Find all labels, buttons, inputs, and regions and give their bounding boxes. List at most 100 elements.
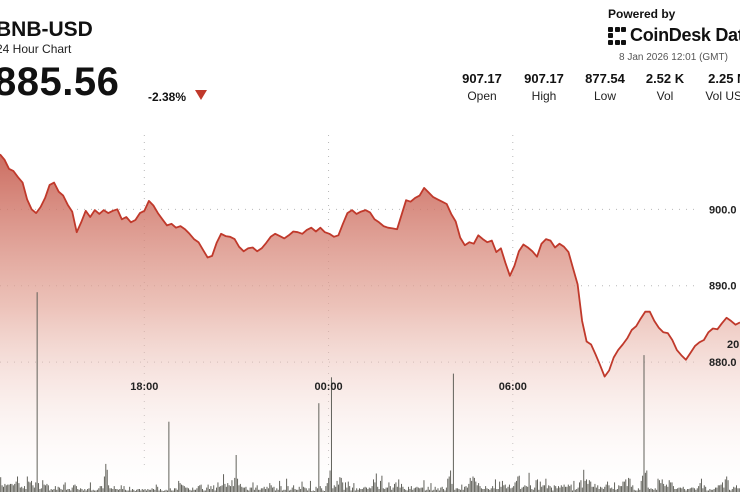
- volume-bar: [459, 489, 461, 492]
- volume-axis-label: 20: [727, 339, 739, 351]
- brand-logo: CoinDesk Data: [608, 25, 740, 46]
- volume-bar: [642, 475, 644, 492]
- volume-bar: [349, 486, 351, 492]
- volume-bar: [61, 489, 63, 492]
- x-tick-label: 06:00: [499, 381, 527, 393]
- volume-bar: [144, 489, 146, 492]
- volume-bar: [141, 489, 143, 492]
- volume-bar: [351, 487, 353, 492]
- volume-bar: [318, 403, 320, 492]
- volume-bar: [479, 486, 481, 492]
- volume-bar: [649, 489, 651, 492]
- volume-bar: [336, 480, 338, 492]
- volume-bar: [234, 477, 236, 492]
- stat-vol: 2.52 K Vol: [646, 71, 684, 103]
- volume-bar: [457, 488, 459, 492]
- volume-bar: [130, 490, 132, 492]
- volume-bar: [42, 480, 44, 492]
- volume-bar: [633, 489, 635, 492]
- powered-by-label: Powered by: [608, 7, 676, 21]
- volume-bar: [720, 484, 722, 492]
- volume-bar: [159, 489, 161, 492]
- volume-bar: [527, 486, 529, 492]
- volume-bar: [628, 477, 630, 492]
- volume-bar: [622, 481, 624, 492]
- volume-bar: [558, 486, 559, 492]
- volume-bar: [580, 480, 582, 492]
- volume-bar: [490, 488, 492, 492]
- volume-bar: [237, 478, 239, 492]
- volume-bar: [70, 490, 72, 492]
- volume-bar: [520, 489, 522, 492]
- volume-bar: [493, 488, 495, 492]
- volume-bar: [140, 490, 142, 492]
- volume-bar: [335, 486, 337, 492]
- volume-bar: [230, 486, 232, 492]
- volume-bar: [368, 487, 370, 492]
- volume-bar: [385, 487, 387, 492]
- volume-bar: [35, 482, 37, 492]
- volume-bar: [52, 489, 54, 492]
- volume-bar: [608, 485, 610, 492]
- volume-bar: [298, 486, 300, 492]
- volume-bar: [0, 477, 2, 492]
- stat-value: 2.25 M: [708, 71, 740, 86]
- volume-bar: [431, 490, 433, 492]
- volume-bar: [609, 488, 611, 492]
- volume-bar: [181, 484, 182, 492]
- volume-bar: [78, 489, 80, 492]
- volume-bar: [124, 489, 126, 492]
- volume-bar: [172, 490, 174, 492]
- volume-bar: [542, 485, 544, 492]
- volume-bar: [646, 470, 648, 492]
- volume-bar: [391, 489, 393, 492]
- volume-bar: [171, 490, 173, 492]
- volume-bar: [632, 485, 634, 492]
- volume-bar: [106, 469, 108, 492]
- volume-bar: [664, 486, 666, 492]
- volume-bar: [207, 484, 209, 492]
- volume-bar: [123, 486, 125, 492]
- volume-bar: [267, 488, 269, 492]
- volume-bar: [447, 478, 449, 492]
- volume-bar: [312, 490, 314, 492]
- volume-bar: [193, 489, 195, 492]
- volume-bar: [514, 482, 516, 492]
- volume-bar: [723, 487, 725, 492]
- volume-bar: [565, 486, 566, 492]
- volume-bar: [675, 489, 677, 492]
- volume-bar: [290, 489, 292, 492]
- volume-bar: [286, 478, 288, 492]
- volume-axis-ticks: 20: [727, 339, 739, 351]
- volume-bar: [126, 490, 128, 492]
- volume-bar: [74, 484, 76, 492]
- volume-bar: [590, 481, 592, 492]
- volume-bar: [712, 489, 714, 492]
- volume-bar: [517, 476, 519, 492]
- volume-bar: [342, 482, 344, 492]
- volume-bar: [657, 478, 659, 492]
- volume-bar: [563, 484, 565, 492]
- volume-bar: [378, 489, 380, 492]
- volume-bar: [374, 482, 376, 492]
- volume-bar: [573, 480, 575, 492]
- volume-bar: [77, 489, 79, 492]
- volume-bar: [423, 480, 425, 492]
- volume-bar: [356, 488, 358, 492]
- volume-bar: [66, 489, 68, 492]
- volume-bar: [437, 488, 439, 492]
- volume-bar: [504, 484, 506, 492]
- volume-bar: [510, 488, 512, 492]
- volume-bar: [730, 490, 732, 492]
- volume-bar: [206, 487, 208, 492]
- volume-bar: [525, 486, 527, 492]
- volume-bar: [370, 488, 372, 492]
- volume-bar: [492, 486, 494, 492]
- price-area: [0, 154, 740, 492]
- volume-bar: [210, 486, 212, 492]
- volume-bar: [473, 477, 475, 492]
- volume-bar: [696, 488, 698, 492]
- volume-bar: [151, 488, 153, 492]
- volume-bar: [468, 483, 470, 492]
